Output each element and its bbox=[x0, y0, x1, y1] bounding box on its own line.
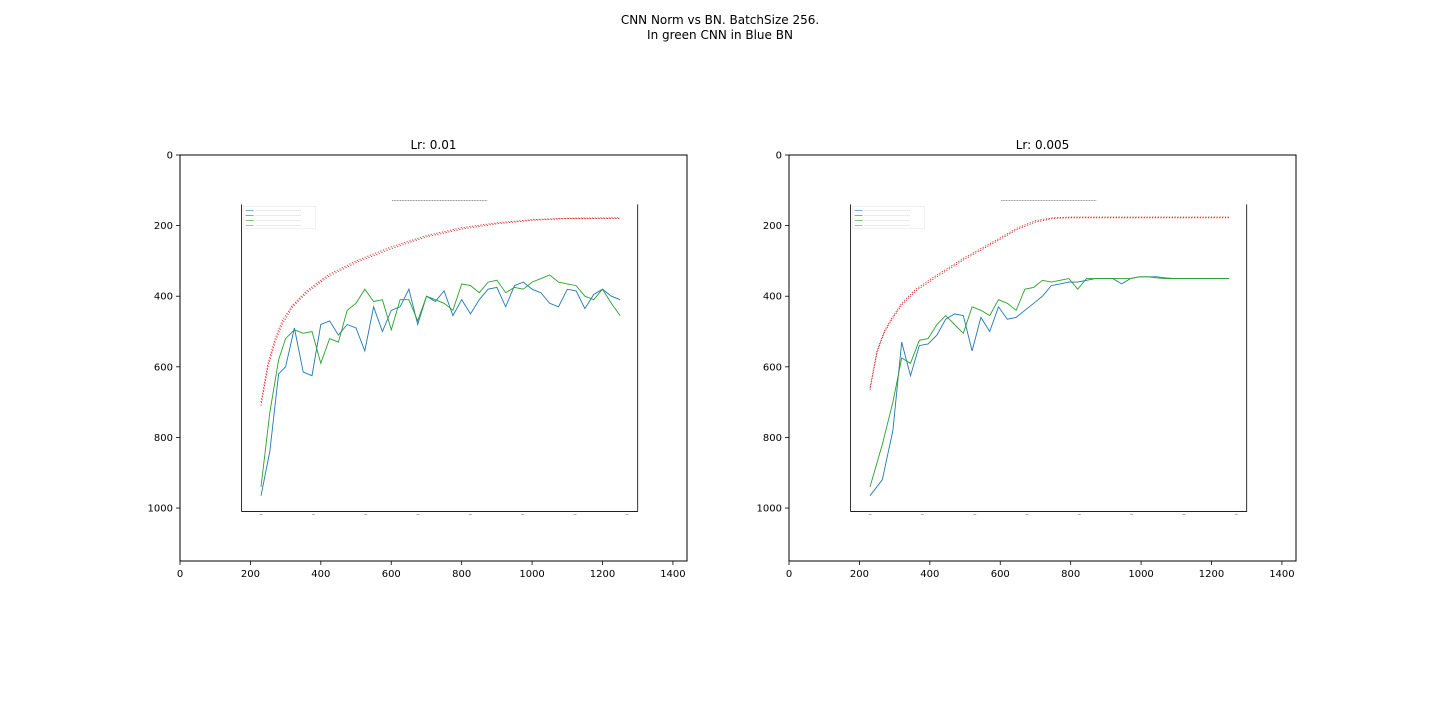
x-tick-label: 1400 bbox=[1269, 569, 1294, 580]
embedded-plot-background bbox=[850, 204, 1247, 512]
x-tick-label: 800 bbox=[1061, 569, 1080, 580]
series-line-1 bbox=[869, 216, 1230, 389]
suptitle-line-2: In green CNN in Blue BN bbox=[647, 28, 793, 42]
x-tick-label: 1200 bbox=[1199, 569, 1224, 580]
x-tick-label: 800 bbox=[452, 569, 471, 580]
series-line-2 bbox=[869, 276, 1230, 496]
subplot-title: Lr: 0.01 bbox=[411, 138, 457, 152]
series-line-0 bbox=[869, 217, 1230, 390]
series-line-3 bbox=[260, 274, 621, 487]
series-line-0 bbox=[260, 218, 621, 406]
x-tick-label: 400 bbox=[311, 569, 330, 580]
x-tick-label: 1400 bbox=[660, 569, 685, 580]
embedded-legend bbox=[243, 206, 316, 229]
suptitle-line-1: CNN Norm vs BN. BatchSize 256. bbox=[621, 13, 819, 27]
x-tick-label: 200 bbox=[850, 569, 869, 580]
embedded-plot-background bbox=[241, 204, 638, 512]
y-tick-label: 1000 bbox=[148, 504, 173, 515]
x-tick-label: 1000 bbox=[1128, 569, 1153, 580]
y-tick-label: 0 bbox=[167, 151, 173, 162]
y-tick-label: 200 bbox=[154, 221, 173, 232]
y-tick-label: 800 bbox=[154, 433, 173, 444]
series-line-2 bbox=[260, 281, 621, 496]
y-tick-label: 400 bbox=[154, 292, 173, 303]
y-tick-label: 200 bbox=[763, 221, 782, 232]
subplot-title: Lr: 0.005 bbox=[1016, 138, 1070, 152]
y-tick-label: 800 bbox=[763, 433, 782, 444]
x-tick-label: 600 bbox=[991, 569, 1010, 580]
subplot-lr-0-005: Lr: 0.005 0 200 400 600 800 1000 1200 1400 0 200 40… bbox=[757, 138, 1297, 580]
x-tick-label: 400 bbox=[920, 569, 939, 580]
x-tick-label: 200 bbox=[241, 569, 260, 580]
x-tick-label: 1000 bbox=[519, 569, 544, 580]
y-tick-label: 1000 bbox=[757, 504, 782, 515]
subplot-lr-0-01: Lr: 0.01 0 200 400 600 800 1000 1200 1400 0 200 400… bbox=[148, 138, 688, 580]
axes-frame bbox=[179, 154, 688, 562]
y-tick-label: 600 bbox=[154, 362, 173, 373]
embedded-legend bbox=[852, 206, 925, 229]
x-tick-label: 600 bbox=[382, 569, 401, 580]
x-tick-label: 1200 bbox=[590, 569, 615, 580]
x-tick-label: 0 bbox=[786, 569, 792, 580]
y-tick-label: 600 bbox=[763, 362, 782, 373]
y-tick-label: 0 bbox=[776, 151, 782, 162]
y-tick-label: 400 bbox=[763, 292, 782, 303]
x-tick-label: 0 bbox=[177, 569, 183, 580]
series-line-3 bbox=[869, 276, 1230, 488]
axes-frame bbox=[788, 154, 1297, 562]
